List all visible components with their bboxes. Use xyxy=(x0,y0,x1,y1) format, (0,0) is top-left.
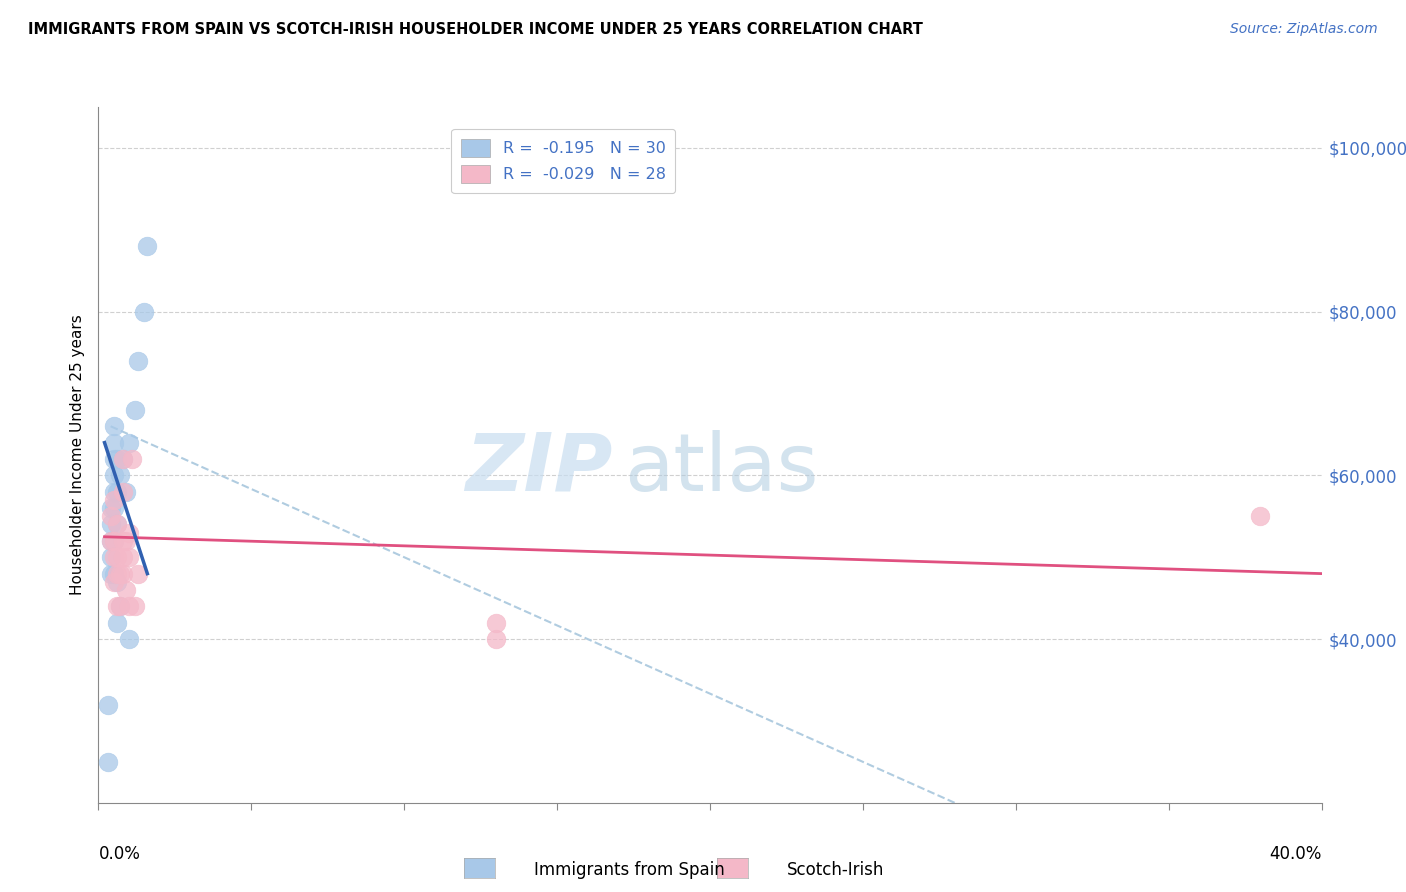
Point xyxy=(100,517,122,532)
Point xyxy=(103,566,125,581)
Point xyxy=(105,550,128,565)
Point xyxy=(97,755,120,769)
Point xyxy=(485,615,508,630)
Point xyxy=(108,599,131,614)
Point xyxy=(115,582,138,597)
Text: atlas: atlas xyxy=(624,430,818,508)
Point xyxy=(103,550,125,565)
Legend: R =  -0.195   N = 30, R =  -0.029   N = 28: R = -0.195 N = 30, R = -0.029 N = 28 xyxy=(451,129,675,193)
Point xyxy=(100,533,122,548)
Point xyxy=(100,509,122,524)
Text: Scotch-Irish: Scotch-Irish xyxy=(787,861,884,879)
Point xyxy=(105,566,128,581)
Point xyxy=(111,566,134,581)
Point xyxy=(103,435,125,450)
Point xyxy=(97,698,120,712)
Point xyxy=(103,468,125,483)
Text: IMMIGRANTS FROM SPAIN VS SCOTCH-IRISH HOUSEHOLDER INCOME UNDER 25 YEARS CORRELAT: IMMIGRANTS FROM SPAIN VS SCOTCH-IRISH HO… xyxy=(28,22,922,37)
Text: Source: ZipAtlas.com: Source: ZipAtlas.com xyxy=(1230,22,1378,37)
Point xyxy=(108,468,131,483)
Point xyxy=(136,239,159,253)
Point xyxy=(105,452,128,467)
Point xyxy=(108,599,131,614)
Point xyxy=(115,533,138,548)
Point xyxy=(127,353,149,368)
Point xyxy=(118,599,141,614)
Point xyxy=(127,566,149,581)
Text: ZIP: ZIP xyxy=(465,430,612,508)
Point xyxy=(124,403,146,417)
Point xyxy=(105,517,128,532)
Point xyxy=(105,615,128,630)
Point xyxy=(105,517,128,532)
Point xyxy=(103,501,125,516)
Text: 40.0%: 40.0% xyxy=(1270,845,1322,863)
Point xyxy=(111,452,134,467)
Point xyxy=(118,632,141,646)
Point xyxy=(1249,509,1271,524)
Point xyxy=(103,419,125,434)
Point xyxy=(118,525,141,540)
Point xyxy=(118,550,141,565)
Point xyxy=(100,566,122,581)
Point xyxy=(124,599,146,614)
Point xyxy=(111,452,134,467)
Point xyxy=(100,501,122,516)
Point xyxy=(105,574,128,589)
Point xyxy=(118,435,141,450)
Text: 0.0%: 0.0% xyxy=(98,845,141,863)
Point xyxy=(105,484,128,499)
Point xyxy=(111,484,134,499)
Point xyxy=(105,599,128,614)
Point xyxy=(485,632,508,646)
Point xyxy=(134,304,156,318)
Point xyxy=(100,533,122,548)
Point xyxy=(111,550,134,565)
Point xyxy=(121,452,143,467)
Point xyxy=(115,484,138,499)
Point xyxy=(103,492,125,507)
Point xyxy=(103,533,125,548)
Y-axis label: Householder Income Under 25 years: Householder Income Under 25 years xyxy=(69,315,84,595)
Point xyxy=(108,566,131,581)
Point xyxy=(111,533,134,548)
Point xyxy=(103,484,125,499)
Point xyxy=(100,550,122,565)
Point xyxy=(103,533,125,548)
Point xyxy=(103,574,125,589)
Text: Immigrants from Spain: Immigrants from Spain xyxy=(534,861,725,879)
Point xyxy=(103,452,125,467)
